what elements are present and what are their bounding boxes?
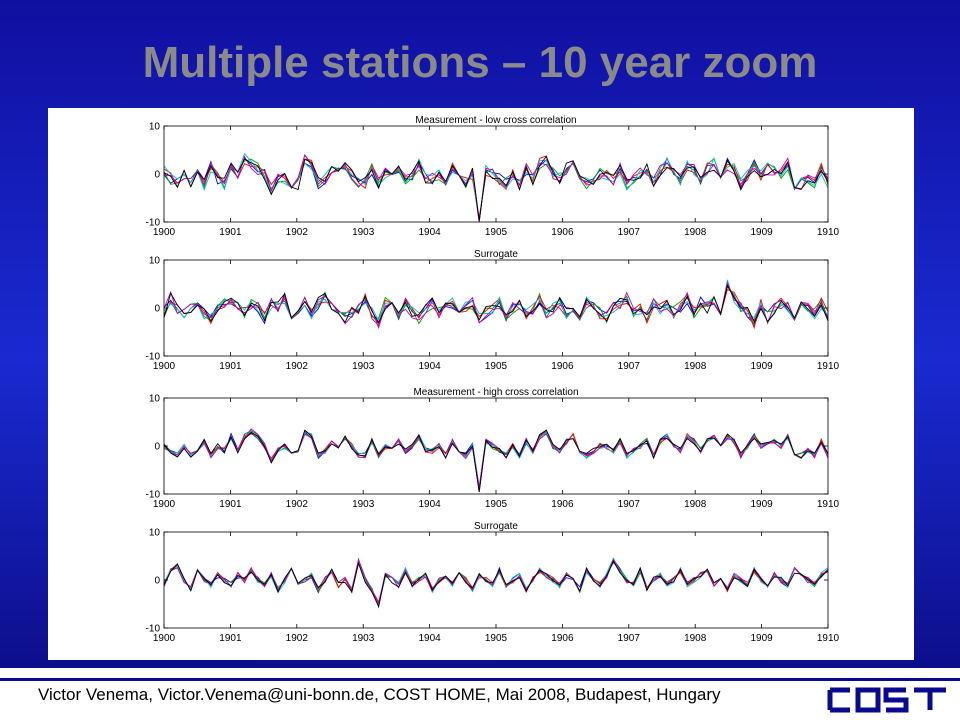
x-tick-label: 1900 (153, 361, 176, 372)
chart-title: Surrogate (474, 521, 518, 532)
x-tick-label: 1903 (352, 361, 375, 372)
y-tick-label: 0 (154, 304, 160, 315)
x-tick-label: 1905 (485, 499, 508, 510)
x-tick-label: 1904 (418, 499, 441, 510)
x-tick-label: 1906 (551, 227, 574, 238)
chart-panel-4: Surrogate 1900 1901 1902 1903 1904 1905 1906 190… (146, 521, 840, 644)
series-line-5 (163, 557, 829, 605)
footer-bar (0, 668, 960, 720)
series-line-4 (163, 430, 829, 489)
x-tick-label: 1901 (219, 227, 242, 238)
series-line-2 (163, 430, 829, 492)
chart-panel-2: Surrogate 1900 1901 1902 1903 1904 1905 1906 190… (146, 249, 840, 372)
x-tick-label: 1901 (219, 361, 242, 372)
chart-figure: Measurement - low cross correlation 1900 1… (146, 115, 840, 644)
x-tick-label: 1903 (352, 227, 375, 238)
series-line-6 (163, 155, 829, 221)
y-tick-label: 10 (149, 528, 161, 539)
x-tick-label: 1910 (817, 361, 840, 372)
x-tick-label: 1907 (618, 227, 641, 238)
series-line-6 (163, 429, 829, 492)
x-tick-label: 1909 (750, 227, 773, 238)
x-tick-label: 1909 (750, 499, 773, 510)
x-tick-label: 1905 (485, 633, 508, 644)
series-line-1 (163, 431, 829, 488)
x-tick-label: 1901 (219, 499, 242, 510)
x-tick-label: 1900 (153, 499, 176, 510)
x-tick-label: 1902 (286, 361, 309, 372)
y-tick-label: 0 (154, 576, 160, 587)
series-line-1 (163, 156, 829, 223)
x-tick-label: 1905 (485, 227, 508, 238)
x-tick-label: 1906 (551, 499, 574, 510)
x-tick-label: 1907 (618, 633, 641, 644)
x-tick-label: 1908 (684, 499, 707, 510)
series-line-5 (163, 428, 829, 488)
chart-panel-1: Measurement - low cross correlation 1900 1… (146, 115, 840, 238)
y-tick-label: 0 (154, 442, 160, 453)
x-tick-label: 1909 (750, 361, 773, 372)
x-tick-label: 1910 (817, 633, 840, 644)
y-tick-label: -10 (146, 490, 161, 501)
footer-rule (0, 678, 960, 681)
chart-title: Surrogate (474, 249, 518, 260)
cost-logo-mark (827, 687, 946, 713)
y-tick-label: 0 (154, 170, 160, 181)
x-tick-label: 1906 (551, 361, 574, 372)
series-line-5 (163, 154, 829, 223)
x-tick-label: 1901 (219, 633, 242, 644)
x-tick-label: 1902 (286, 633, 309, 644)
series-line-6 (163, 284, 829, 324)
series-line-5 (163, 281, 829, 330)
series-line-6 (163, 560, 829, 608)
x-tick-label: 1902 (286, 227, 309, 238)
slide-title: Multiple stations – 10 year zoom (142, 38, 818, 87)
y-tick-label: 10 (149, 122, 161, 133)
x-tick-label: 1909 (750, 633, 773, 644)
chart-title: Measurement - high cross correlation (413, 387, 578, 398)
figure-panel: Measurement - low cross correlation 1900 1… (48, 108, 914, 660)
x-tick-label: 1906 (551, 633, 574, 644)
series-line-4 (163, 152, 829, 223)
y-tick-label: -10 (146, 352, 161, 363)
series-line-3 (163, 155, 829, 218)
x-tick-label: 1908 (684, 633, 707, 644)
x-tick-label: 1907 (618, 361, 641, 372)
x-tick-label: 1910 (817, 227, 840, 238)
cost-logo: cost (827, 687, 946, 715)
x-tick-label: 1903 (352, 499, 375, 510)
x-tick-label: 1907 (618, 499, 641, 510)
x-tick-label: 1900 (153, 227, 176, 238)
cost-logo-text: cost (888, 712, 891, 715)
x-tick-label: 1903 (352, 633, 375, 644)
y-tick-label: 10 (149, 394, 161, 405)
x-tick-label: 1908 (684, 227, 707, 238)
x-tick-label: 1908 (684, 361, 707, 372)
y-tick-label: 10 (149, 256, 161, 267)
series-line-2 (163, 558, 829, 606)
chart-panel-3: Measurement - high cross correlation 1900… (146, 387, 840, 510)
chart-title: Measurement - low cross correlation (415, 115, 576, 126)
y-tick-label: -10 (146, 624, 161, 635)
x-tick-label: 1900 (153, 633, 176, 644)
x-tick-label: 1905 (485, 361, 508, 372)
footer-text: Victor Venema, Victor.Venema@uni-bonn.de… (38, 685, 721, 704)
x-tick-label: 1902 (286, 499, 309, 510)
x-tick-label: 1910 (817, 499, 840, 510)
y-tick-label: -10 (146, 218, 161, 229)
x-tick-label: 1904 (418, 633, 441, 644)
x-tick-label: 1904 (418, 361, 441, 372)
x-tick-label: 1904 (418, 227, 441, 238)
